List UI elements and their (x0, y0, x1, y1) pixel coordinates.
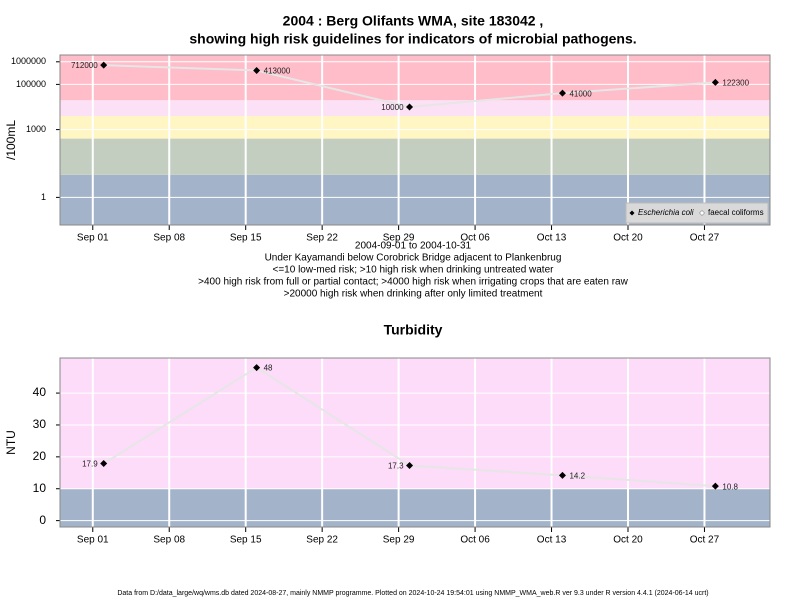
y-tick-label: 100000 (16, 79, 46, 89)
data-label: 14.2 (569, 471, 585, 480)
legend-box (625, 202, 769, 224)
data-point (100, 61, 108, 69)
risk-band (60, 488, 770, 527)
data-label: 17.3 (388, 462, 404, 471)
data-point (406, 461, 414, 469)
x-tick-label: Sep 15 (230, 233, 262, 244)
note: >400 high risk from full or partial cont… (198, 277, 628, 288)
legend-marker (699, 210, 705, 216)
risk-band (60, 115, 770, 139)
y-tick-label: 20 (33, 449, 47, 463)
legend-label: Escherichia coli (638, 208, 694, 217)
y-axis-label: /100mL (4, 120, 18, 160)
data-point (711, 482, 719, 490)
risk-band (60, 55, 770, 101)
x-tick-label: Oct 06 (460, 535, 490, 546)
chart-title: 2004 : Berg Olifants WMA, site 183042 , (283, 13, 544, 29)
x-tick-label: Sep 01 (77, 233, 109, 244)
data-label: 413000 (264, 67, 291, 76)
note: Under Kayamandi below Corobrick Bridge a… (265, 253, 562, 264)
data-point (253, 66, 261, 74)
data-point (558, 471, 566, 479)
y-axis-label: NTU (4, 430, 18, 455)
data-label: 122300 (722, 79, 749, 88)
plot-frame (59, 357, 771, 528)
y-tick-label: 1 (41, 192, 46, 202)
y-tick-label: 0 (39, 513, 46, 527)
x-tick-label: Oct 27 (690, 535, 720, 546)
x-tick-label: Oct 13 (537, 535, 567, 546)
y-tick-label: 1000000 (11, 56, 46, 66)
y-tick-label: 1000 (26, 124, 46, 134)
footer: Data from D:/data_large/wq/wms.db dated … (117, 590, 708, 597)
data-label: 10.8 (722, 482, 738, 491)
x-tick-label: Sep 01 (77, 535, 109, 546)
data-label: 48 (264, 364, 273, 373)
data-label: 10000 (381, 103, 404, 112)
data-point (100, 460, 108, 468)
note: >20000 high risk when drinking after onl… (284, 289, 543, 300)
legend-label: faecal coliforms (708, 208, 764, 217)
legend-marker (629, 210, 635, 216)
x-tick-label: Oct 06 (460, 233, 490, 244)
note: 2004-09-01 to 2004-10-31 (355, 241, 472, 252)
chart-subtitle: showing high risk guidelines for indicat… (189, 31, 636, 47)
data-point (406, 103, 414, 111)
note: <=10 low-med risk; >10 high risk when dr… (273, 265, 555, 276)
plot-frame (59, 54, 771, 226)
data-point (558, 89, 566, 97)
data-label: 41000 (569, 89, 592, 98)
x-tick-label: Sep 22 (306, 233, 338, 244)
risk-band (60, 100, 770, 116)
x-tick-label: Oct 13 (537, 233, 567, 244)
x-tick-label: Sep 15 (230, 535, 262, 546)
x-tick-label: Sep 08 (153, 233, 185, 244)
x-tick-label: Oct 20 (613, 535, 643, 546)
y-tick-label: 30 (33, 417, 47, 431)
y-tick-label: 10 (33, 481, 47, 495)
x-tick-label: Oct 20 (613, 233, 643, 244)
panel-title: Turbidity (384, 322, 443, 338)
risk-band (60, 358, 770, 489)
x-tick-label: Sep 08 (153, 535, 185, 546)
data-label: 17.9 (82, 460, 98, 469)
risk-band (60, 138, 770, 175)
x-tick-label: Sep 29 (383, 233, 415, 244)
y-tick-label: 40 (33, 385, 47, 399)
x-tick-label: Sep 22 (306, 535, 338, 546)
data-point (711, 78, 719, 86)
x-tick-label: Oct 27 (690, 233, 720, 244)
data-label: 712000 (71, 61, 98, 70)
data-point (253, 364, 261, 372)
x-tick-label: Sep 29 (383, 535, 415, 546)
